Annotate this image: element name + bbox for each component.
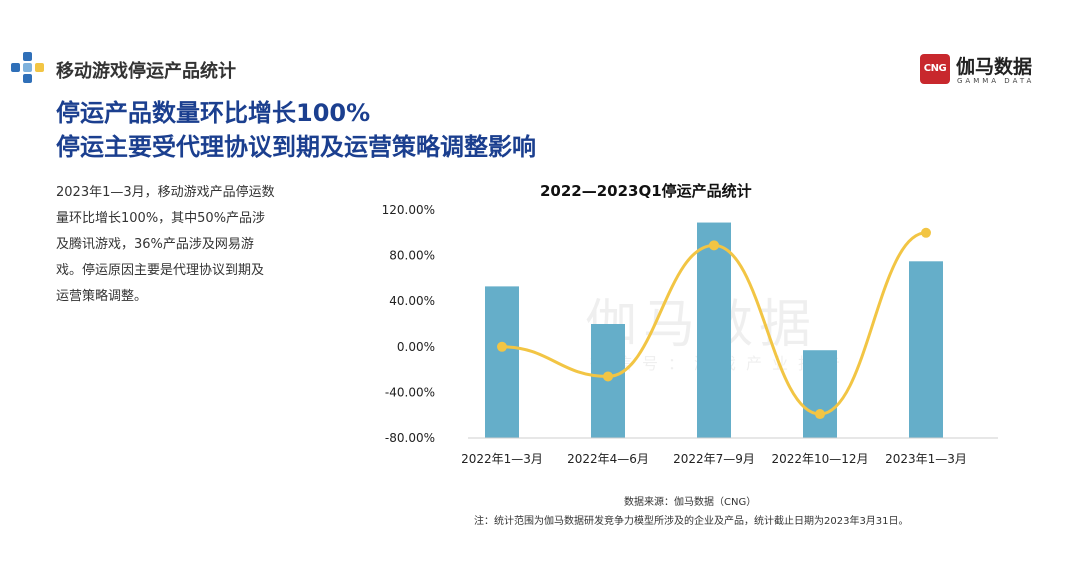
chart-title: 2022—2023Q1停运产品统计 — [540, 182, 752, 200]
headline: 停运产品数量环比增长100% 停运主要受代理协议到期及运营策略调整影响 — [56, 96, 536, 164]
x-tick-label: 2023年1—3月 — [885, 452, 967, 466]
line-point — [815, 409, 825, 420]
bar — [485, 286, 519, 438]
bar — [697, 222, 731, 438]
x-tick-label: 2022年1—3月 — [461, 452, 543, 466]
section-label: 移动游戏停运产品统计 — [56, 61, 236, 82]
bar — [803, 350, 837, 438]
x-tick-label: 2022年7—9月 — [673, 452, 755, 466]
logo-name-cn: 伽马数据 — [956, 56, 1033, 78]
y-tick-label: 0.00% — [397, 340, 435, 354]
y-tick-label: 120.00% — [382, 203, 435, 217]
description-text: 2023年1—3月，移动游戏产品停运数量环比增长100%，其中50%产品涉及腾讯… — [56, 185, 275, 304]
y-tick-label: 80.00% — [389, 249, 435, 263]
brand-logo: CNG 伽马数据 GAMMA DATA — [920, 52, 1060, 92]
data-source: 数据来源：伽马数据（CNG） — [624, 497, 757, 508]
x-tick-label: 2022年10—12月 — [771, 452, 868, 466]
line-point — [603, 371, 613, 382]
y-tick-label: -40.00% — [385, 385, 435, 399]
headline-line-1: 停运产品数量环比增长100% — [56, 99, 371, 127]
combo-chart: 120.00% 80.00% 40.00% 0.00% -40.00% -80.00% 20… — [382, 203, 998, 466]
y-tick-label: -80.00% — [385, 431, 435, 445]
bar — [909, 261, 943, 438]
footnote: 注：统计范围为伽马数据研发竞争力模型所涉及的企业及产品，统计截止日期为2023年… — [474, 516, 909, 527]
line-point — [497, 341, 507, 352]
headline-line-2: 停运主要受代理协议到期及运营策略调整影响 — [56, 133, 536, 161]
gamepad-icon — [11, 52, 44, 83]
line-series — [501, 231, 927, 416]
line-point — [709, 240, 719, 251]
logo-name-en: GAMMA DATA — [957, 77, 1035, 85]
y-tick-label: 40.00% — [389, 294, 435, 308]
x-tick-label: 2022年4—6月 — [567, 452, 649, 466]
logo-badge: CNG — [920, 54, 950, 84]
line-point — [921, 227, 931, 238]
